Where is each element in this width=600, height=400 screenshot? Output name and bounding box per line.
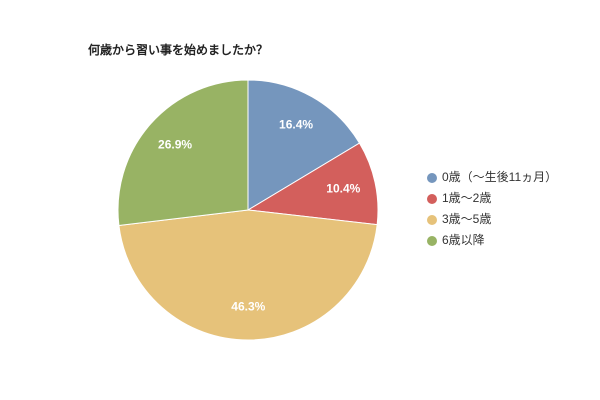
value-label: 10.4% (326, 182, 360, 196)
chart-title: 何歳から習い事を始めましたか？ (88, 42, 268, 57)
legend-marker (427, 173, 437, 183)
pie-slice (118, 209, 378, 341)
legend-label: 0歳（～生後11ヵ月） (442, 170, 557, 184)
value-label: 26.9% (158, 137, 192, 151)
pie-slice (246, 142, 379, 226)
legend-marker (427, 215, 437, 225)
legend-label: 3歳～5歳 (442, 212, 491, 226)
legend-label: 1歳～2歳 (442, 191, 491, 205)
value-label: 46.3% (231, 300, 265, 314)
pie-slice (117, 79, 249, 227)
legend-marker (427, 194, 437, 204)
pie-slice (247, 79, 361, 211)
value-label: 16.4% (279, 117, 313, 131)
legend-marker (427, 236, 437, 246)
legend-label: 6歳以降 (442, 233, 485, 247)
